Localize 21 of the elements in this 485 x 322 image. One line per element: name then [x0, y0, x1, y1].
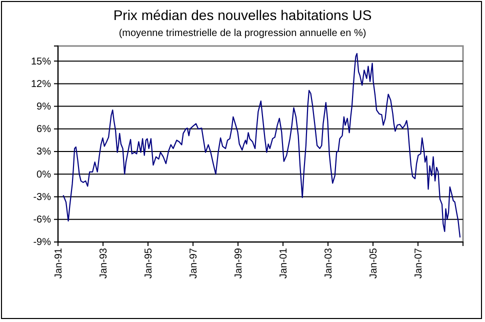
y-tick-label: -6%	[33, 214, 52, 226]
chart-title: Prix médian des nouvelles habitations US	[113, 7, 372, 23]
x-tick-label: Jan-01	[278, 248, 290, 279]
y-tick-label: -9%	[33, 237, 52, 248]
x-tick-label: Jan-95	[143, 248, 154, 279]
x-tick-label: Jan-03	[323, 248, 334, 279]
chart-subtitle: (moyenne trimestrielle de la progression annuelle en %)	[118, 28, 366, 39]
x-tick-label: Jan-97	[188, 248, 200, 279]
y-tick-label: 6%	[36, 124, 52, 136]
line-series	[62, 52, 461, 238]
y-tick-label: 0%	[36, 169, 52, 180]
y-tick-label: -3%	[33, 192, 52, 203]
x-tick-label: Jan-91	[54, 248, 64, 279]
x-tick-label: Jan-93	[98, 248, 110, 279]
x-tick-label: Jan-05	[368, 248, 380, 279]
y-tick-label: 12%	[30, 78, 52, 90]
y-tick-label: 15%	[30, 56, 52, 68]
x-tick-label: Jan-99	[233, 248, 244, 279]
y-tick-label: 9%	[36, 102, 52, 113]
x-tick-label: Jan-07	[413, 248, 424, 279]
y-tick-label: 3%	[36, 146, 52, 158]
